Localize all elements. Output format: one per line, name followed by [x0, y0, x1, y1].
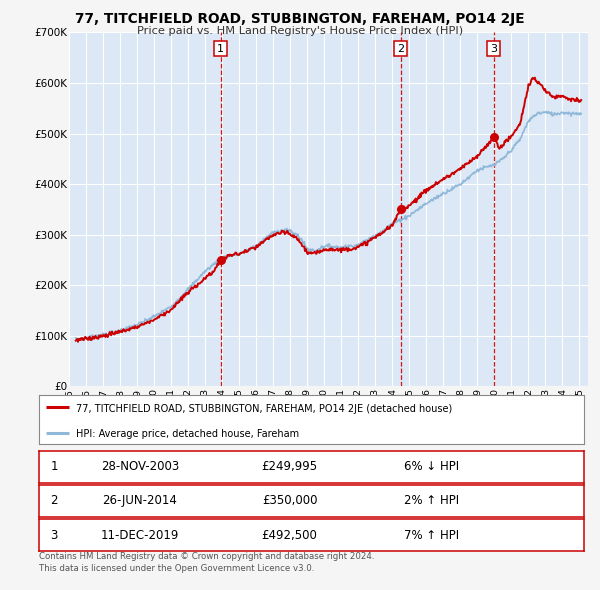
Text: 2: 2	[397, 44, 404, 54]
Text: 77, TITCHFIELD ROAD, STUBBINGTON, FAREHAM, PO14 2JE: 77, TITCHFIELD ROAD, STUBBINGTON, FAREHA…	[75, 12, 525, 26]
Text: 77, TITCHFIELD ROAD, STUBBINGTON, FAREHAM, PO14 2JE (detached house): 77, TITCHFIELD ROAD, STUBBINGTON, FAREHA…	[76, 404, 452, 414]
Text: 11-DEC-2019: 11-DEC-2019	[101, 529, 179, 542]
Text: 6% ↓ HPI: 6% ↓ HPI	[404, 460, 459, 473]
Text: 26-JUN-2014: 26-JUN-2014	[103, 494, 177, 507]
Text: 3: 3	[490, 44, 497, 54]
Text: £350,000: £350,000	[262, 494, 317, 507]
Text: Price paid vs. HM Land Registry's House Price Index (HPI): Price paid vs. HM Land Registry's House …	[137, 26, 463, 36]
Text: Contains HM Land Registry data © Crown copyright and database right 2024.: Contains HM Land Registry data © Crown c…	[39, 552, 374, 561]
Text: This data is licensed under the Open Government Licence v3.0.: This data is licensed under the Open Gov…	[39, 564, 314, 573]
Text: 28-NOV-2003: 28-NOV-2003	[101, 460, 179, 473]
Text: £492,500: £492,500	[262, 529, 317, 542]
Text: 7% ↑ HPI: 7% ↑ HPI	[404, 529, 459, 542]
Text: 1: 1	[217, 44, 224, 54]
Text: 2% ↑ HPI: 2% ↑ HPI	[404, 494, 459, 507]
Text: 1: 1	[50, 460, 58, 473]
Text: 3: 3	[50, 529, 58, 542]
Text: £249,995: £249,995	[262, 460, 317, 473]
Text: HPI: Average price, detached house, Fareham: HPI: Average price, detached house, Fare…	[76, 430, 299, 440]
Text: 2: 2	[50, 494, 58, 507]
